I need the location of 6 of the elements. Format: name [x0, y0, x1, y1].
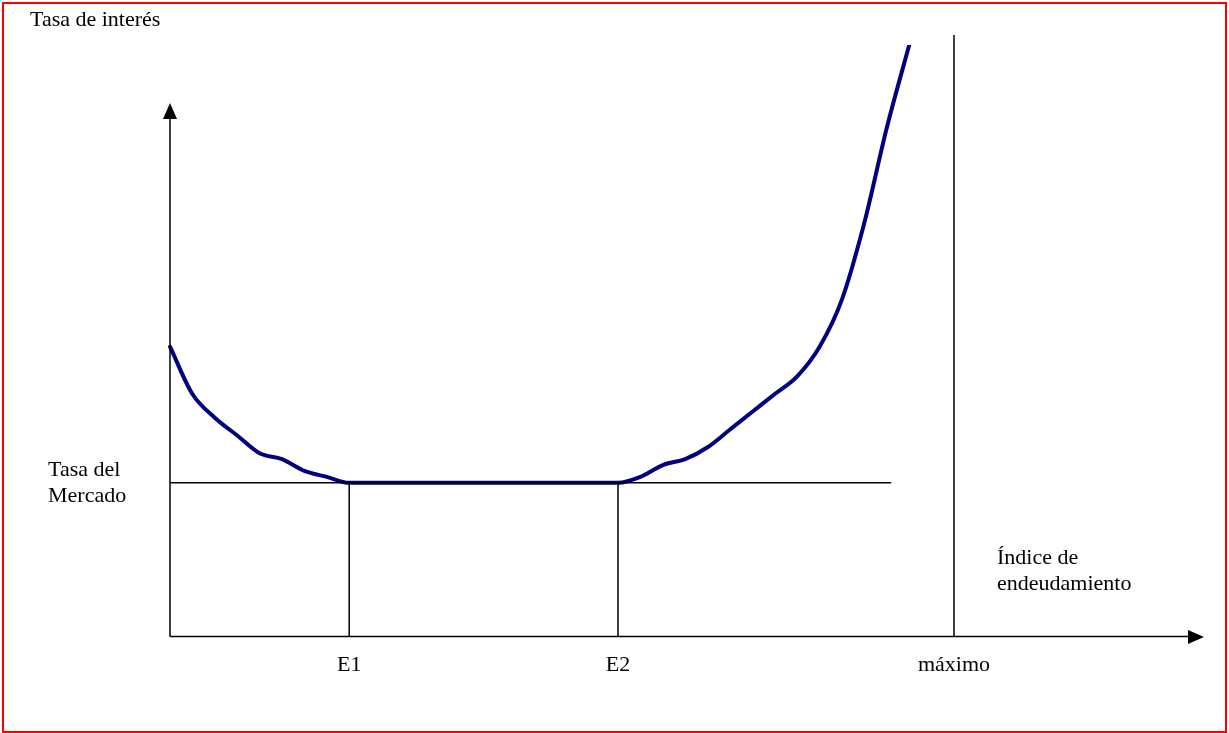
- x-tick-label: E1: [336, 650, 362, 676]
- x-tick-label: E2: [605, 650, 631, 676]
- y-axis-title: Tasa de interés: [30, 5, 161, 31]
- x-tick-label: máximo: [917, 650, 991, 676]
- ref-line-label: Tasa del Mercado: [48, 455, 127, 507]
- x-axis-title: Índice de endeudamiento: [997, 543, 1132, 595]
